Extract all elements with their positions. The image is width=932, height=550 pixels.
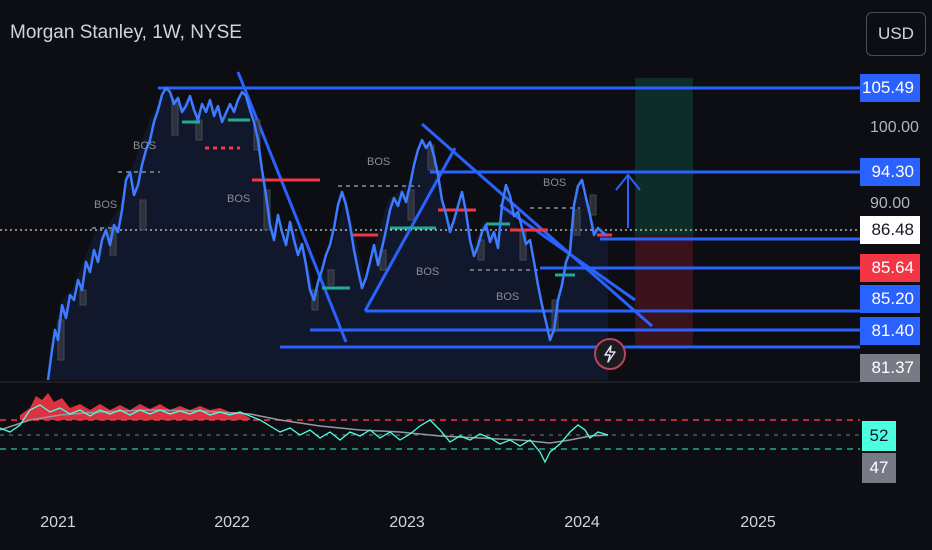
bos-label: BOS (94, 199, 118, 211)
price-tag-level: 81.37 (860, 354, 920, 382)
time-axis-label: 2021 (40, 514, 76, 531)
bos-dashed-lines (92, 171, 580, 271)
price-tag-indicator: 85.64 (860, 254, 920, 282)
price-axis-label: 90.00 (870, 195, 911, 212)
trendline-1[interactable] (236, 71, 348, 343)
rsi-ma-tag: 47 (862, 453, 896, 483)
rsi-ma-line (0, 409, 609, 444)
rsi-value-tag: 52 (862, 421, 896, 451)
currency-button[interactable]: USD (866, 12, 926, 56)
chart-title: Morgan Stanley, 1W, NYSE (10, 22, 242, 43)
price-tag-level: 85.20 (860, 285, 920, 313)
bos-label: BOS (227, 193, 251, 205)
price-axis-label: 100.00 (870, 119, 919, 136)
trendline-3[interactable] (421, 122, 653, 328)
price-tag-level: 94.30 (860, 158, 920, 186)
time-axis-label: 2022 (214, 514, 250, 531)
long-position-profit-zone[interactable] (635, 78, 693, 235)
price-tag-current: 86.48 (860, 216, 920, 244)
price-tag-level: 105.49 (860, 74, 920, 102)
alert-button[interactable] (594, 338, 626, 370)
price-tag-level: 81.40 (860, 317, 920, 345)
rsi-line (0, 404, 609, 464)
time-axis-label: 2025 (740, 514, 776, 531)
time-axis-label: 2023 (389, 514, 425, 531)
bos-label: BOS (367, 156, 391, 168)
price-area-fill (48, 90, 608, 380)
bos-label: BOS (543, 177, 567, 189)
bos-label: BOS (496, 291, 520, 303)
bos-label: BOS (133, 140, 157, 152)
target-arrow[interactable] (615, 173, 641, 228)
price-line (46, 86, 607, 381)
bos-label: BOS (416, 266, 440, 278)
trendline-4[interactable] (499, 203, 636, 302)
lightning-icon (604, 345, 616, 363)
time-axis-label: 2024 (564, 514, 600, 531)
long-position-loss-zone[interactable] (635, 235, 693, 347)
